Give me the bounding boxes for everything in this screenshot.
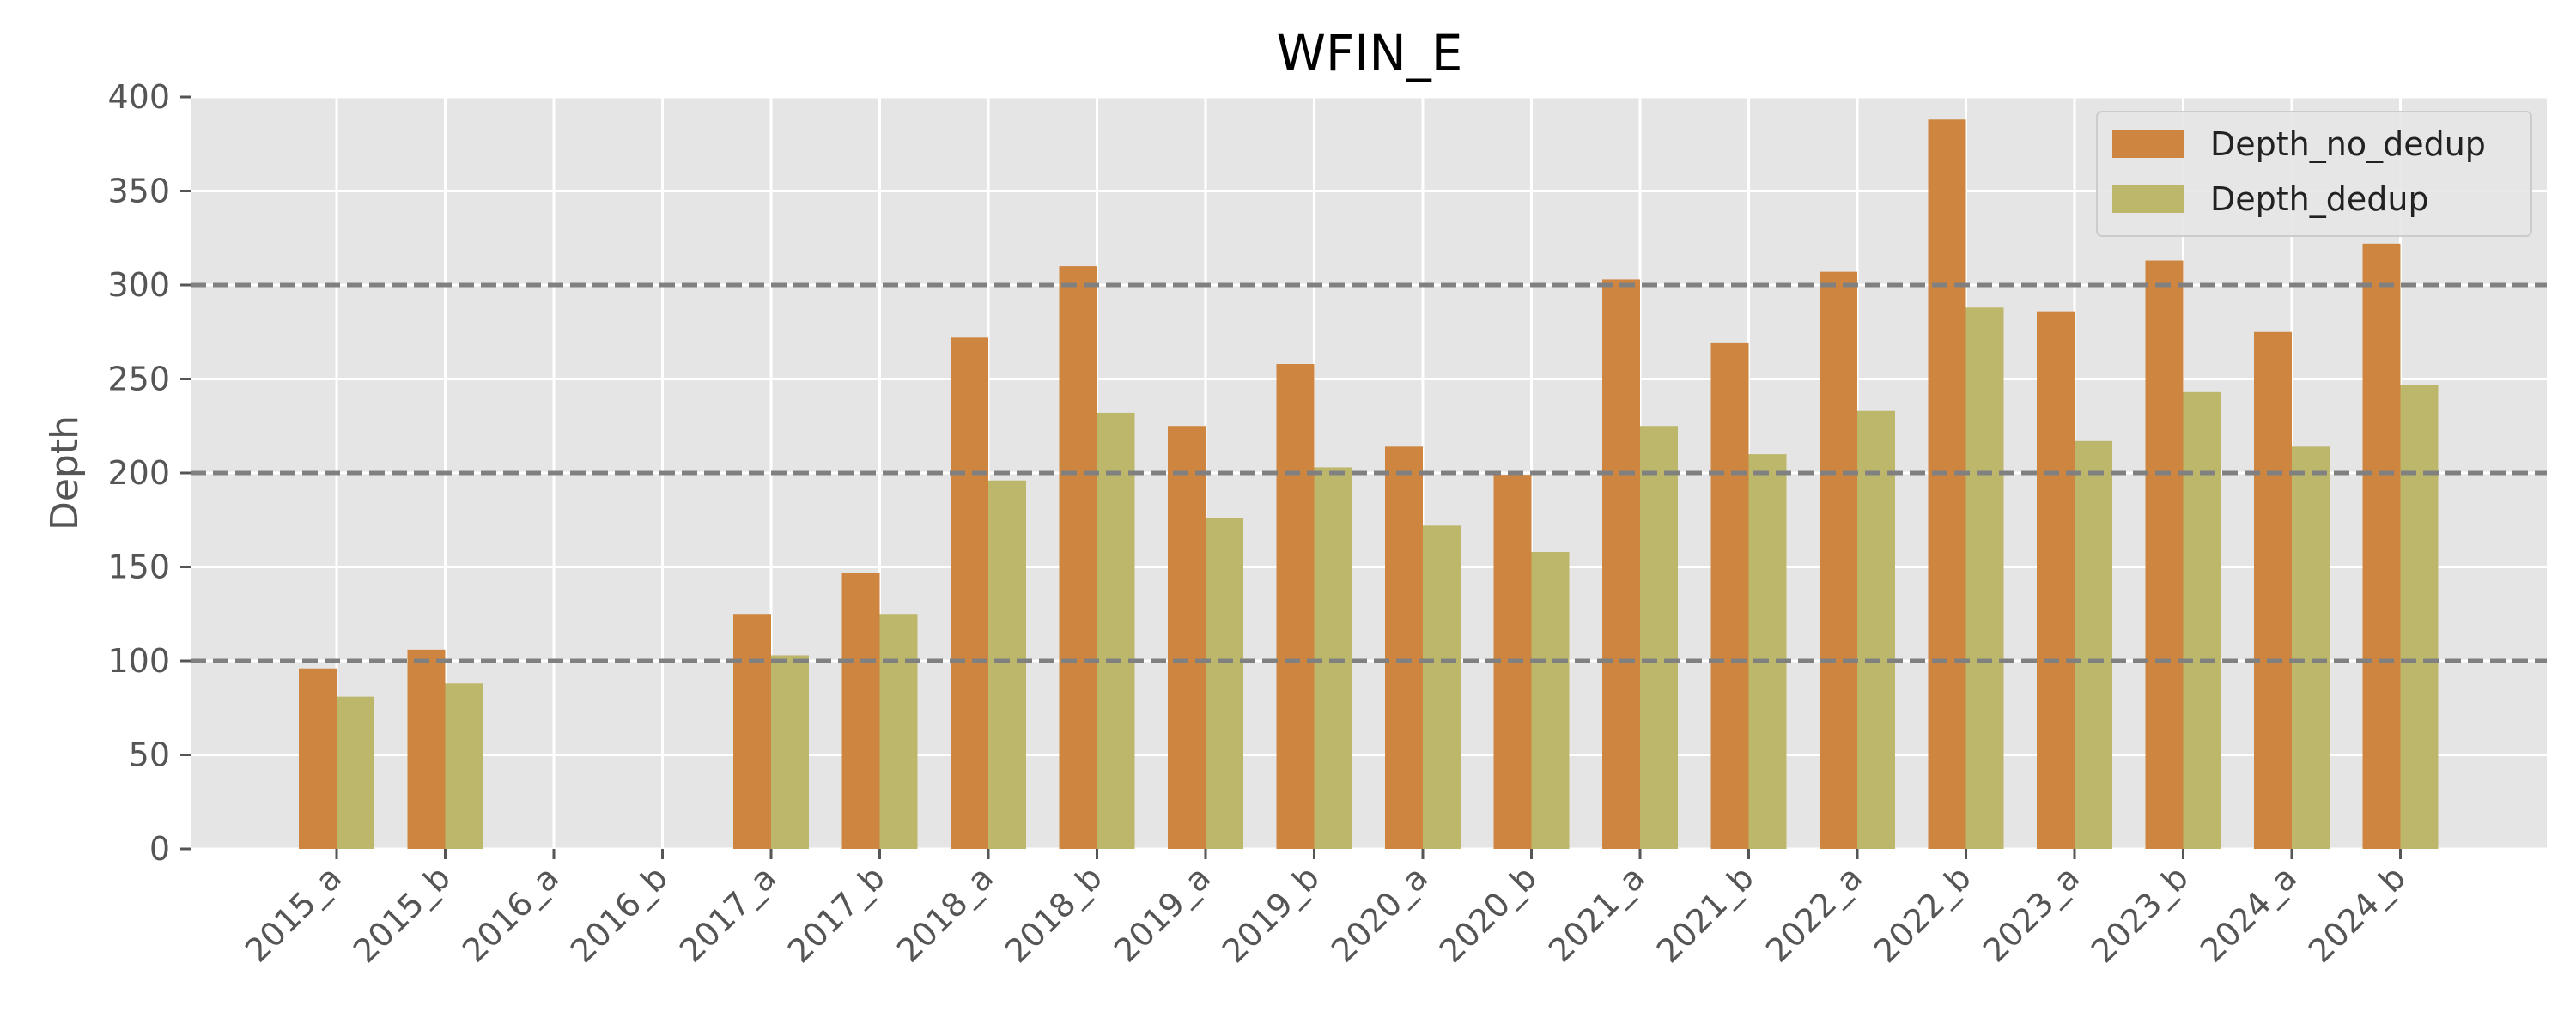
bar-depth-no-dedup xyxy=(733,614,771,849)
bar-depth-dedup xyxy=(879,614,918,849)
y-tick-label: 200 xyxy=(107,454,170,492)
x-tick-label: 2019_b xyxy=(1215,858,1327,970)
x-tick-label: 2024_b xyxy=(2301,858,2413,970)
x-tick-label: 2017_a xyxy=(672,858,783,969)
x-tick-label: 2021_b xyxy=(1649,858,1761,970)
bar-depth-dedup xyxy=(2075,440,2112,849)
x-tick-label: 2017_b xyxy=(781,858,892,970)
bar-depth-no-dedup xyxy=(2037,311,2075,849)
bar-depth-dedup xyxy=(1531,551,1570,849)
bar-depth-dedup xyxy=(771,655,809,849)
bar-depth-dedup xyxy=(337,696,374,849)
x-tick-label: 2015_b xyxy=(346,858,458,970)
bar-depth-no-dedup xyxy=(951,337,988,849)
y-tick-label: 350 xyxy=(107,173,170,210)
bar-depth-dedup xyxy=(445,683,483,849)
bar-depth-no-dedup xyxy=(1168,426,1206,849)
legend-swatch xyxy=(2112,130,2184,158)
y-tick-label: 100 xyxy=(107,642,170,680)
bar-depth-no-dedup xyxy=(299,668,337,849)
y-tick-label: 400 xyxy=(107,78,170,116)
legend: Depth_no_dedup Depth_dedup xyxy=(2096,111,2532,237)
legend-swatch xyxy=(2112,185,2184,213)
legend-box xyxy=(2096,111,2532,237)
bar-depth-no-dedup xyxy=(1710,342,1749,849)
bar-depth-dedup xyxy=(2400,385,2439,849)
y-axis-label: Depth xyxy=(43,415,87,530)
x-tick-label: 2018_a xyxy=(890,858,1000,969)
x-tick-label: 2015_a xyxy=(238,858,349,969)
bar-depth-no-dedup xyxy=(1385,446,1423,849)
x-tick-label: 2019_a xyxy=(1107,858,1218,969)
bar-depth-dedup xyxy=(1097,412,1135,849)
y-tick-label: 150 xyxy=(107,548,170,586)
bar-depth-no-dedup xyxy=(407,649,446,849)
bar-depth-dedup xyxy=(2292,446,2330,849)
y-tick-label: 300 xyxy=(107,266,170,304)
bar-depth-no-dedup xyxy=(1602,279,1640,849)
bar-depth-dedup xyxy=(1640,426,1678,849)
x-tick-label: 2020_a xyxy=(1324,858,1435,969)
bar-depth-dedup xyxy=(988,480,1026,849)
bar-depth-no-dedup xyxy=(1820,271,1857,849)
bar-depth-dedup xyxy=(1965,307,2004,849)
x-tick-label: 2024_a xyxy=(2193,858,2304,969)
y-tick-label: 0 xyxy=(149,830,170,868)
x-tick-label: 2021_a xyxy=(1541,858,1652,969)
x-tick-label: 2022_b xyxy=(1867,858,1978,970)
bar-depth-no-dedup xyxy=(2145,260,2184,849)
x-tick-label: 2020_b xyxy=(1432,858,1544,970)
bar-depth-no-dedup xyxy=(2254,331,2292,849)
bar-depth-no-dedup xyxy=(2362,243,2401,849)
bar-depth-dedup xyxy=(1423,525,1461,849)
x-tick-label: 2016_a xyxy=(455,858,566,969)
x-tick-label: 2023_b xyxy=(2084,858,2196,970)
y-tick-label: 50 xyxy=(129,736,170,774)
bar-depth-dedup xyxy=(1206,518,1243,849)
bar-depth-dedup xyxy=(2183,391,2221,850)
x-tick-label: 2023_a xyxy=(1976,858,2087,969)
x-tick-label: 2016_b xyxy=(563,858,675,970)
bar-depth-no-dedup xyxy=(1928,119,1966,849)
y-tick-label: 250 xyxy=(107,360,170,398)
bar-depth-dedup xyxy=(1857,410,1895,849)
bar-depth-no-dedup xyxy=(1059,266,1097,850)
legend-label: Depth_dedup xyxy=(2210,180,2429,218)
legend-label: Depth_no_dedup xyxy=(2210,125,2486,163)
bar-depth-no-dedup xyxy=(841,573,880,849)
x-tick-label: 2018_b xyxy=(998,858,1109,970)
bar-depth-dedup xyxy=(1314,467,1352,849)
bar-depth-dedup xyxy=(1748,454,1787,849)
x-tick-label: 2022_a xyxy=(1759,858,1869,969)
chart-title: WFIN_E xyxy=(1277,24,1463,82)
bar-depth-no-dedup xyxy=(1276,363,1315,850)
